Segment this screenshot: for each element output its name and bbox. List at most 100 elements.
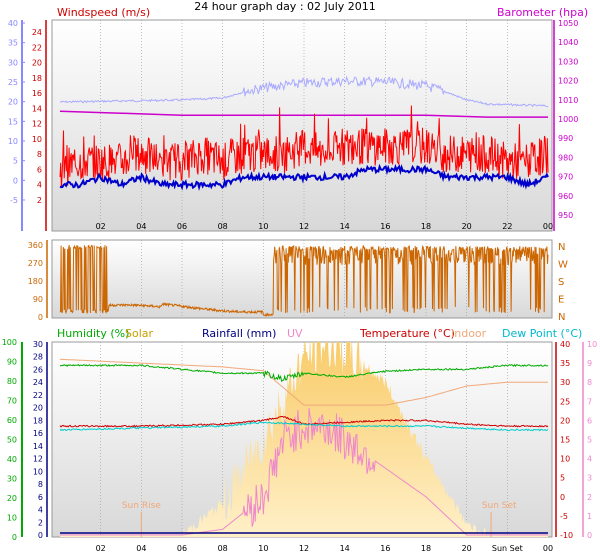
tick-label: 1010 <box>558 96 578 105</box>
tick-label: 24 <box>33 378 43 387</box>
tick-label: 6 <box>587 416 592 425</box>
tick-label: 20 <box>7 494 17 503</box>
tick-label: 30 <box>560 378 570 387</box>
tick-label: 5 <box>587 436 592 445</box>
tick-label: 20 <box>560 416 570 425</box>
x-tick-label: 04 <box>136 544 146 553</box>
x-tick-label: 00 <box>543 222 553 231</box>
tick-label: 4 <box>37 181 42 190</box>
tick-label: 40 <box>560 340 570 349</box>
tick-label: 70 <box>7 397 17 406</box>
tick-label: 6 <box>38 493 43 502</box>
tick-label: 0 <box>38 313 43 322</box>
tick-label: 20 <box>8 98 18 107</box>
tick-label: 20 <box>32 59 42 68</box>
tick-label: 3 <box>587 474 592 483</box>
panel-wind-baro <box>51 19 553 232</box>
left-axis-label: Windspeed (m/s) <box>57 6 150 19</box>
tick-label: 16 <box>33 429 43 438</box>
x-tick-label: 18 <box>421 544 431 553</box>
tick-label: 5 <box>13 157 18 166</box>
series-line-wind-direction <box>59 244 549 317</box>
tick-label: 30 <box>7 475 17 484</box>
tick-label: 12 <box>32 120 42 129</box>
tick-label: 100 <box>2 338 17 347</box>
legend-label: Temperature (°C) <box>359 327 455 340</box>
tick-label: 25 <box>560 397 570 406</box>
tick-label: 980 <box>558 153 573 162</box>
legend-label: Dew Point (°C) <box>502 327 582 340</box>
tick-label: 1 <box>587 512 592 521</box>
x-tick-label: 14 <box>340 544 350 553</box>
tick-label: 14 <box>33 442 43 451</box>
tick-label: 50 <box>7 436 17 445</box>
tick-label: 1030 <box>558 57 578 66</box>
tick-label: 8 <box>587 378 592 387</box>
tick-label: 360 <box>28 241 43 250</box>
tick-label: -5 <box>560 512 568 521</box>
tick-label: 5 <box>560 474 565 483</box>
tick-label: 950 <box>558 211 573 220</box>
tick-label: 6 <box>37 165 42 174</box>
series-line-light <box>59 75 549 108</box>
tick-label: 2 <box>587 493 592 502</box>
series-line-uv <box>60 407 548 536</box>
tick-label: 0 <box>38 531 43 540</box>
x-tick-label: 08 <box>218 544 228 553</box>
tick-label: -10 <box>560 531 573 540</box>
tick-label: N <box>558 242 565 253</box>
tick-label: S <box>558 277 564 288</box>
tick-label: 16 <box>32 89 42 98</box>
tick-label: 7 <box>587 397 592 406</box>
tick-label: 22 <box>33 391 43 400</box>
tick-label: 960 <box>558 192 573 201</box>
x-tick-label: 08 <box>218 222 228 231</box>
x-tick-label: 12 <box>299 544 309 553</box>
tick-label: 30 <box>8 58 18 67</box>
series-line-humidity <box>59 363 549 383</box>
tick-label: 35 <box>8 39 18 48</box>
tick-label: 270 <box>28 259 43 268</box>
tick-label: 18 <box>33 416 43 425</box>
tick-label: 80 <box>7 377 17 386</box>
tick-label: 90 <box>7 358 17 367</box>
tick-label: 40 <box>7 455 17 464</box>
tick-label: 0 <box>12 533 17 542</box>
tick-label: 1020 <box>558 77 578 86</box>
series-line-barometer <box>59 110 548 118</box>
tick-label: 10 <box>7 514 17 523</box>
tick-label: N <box>558 312 565 323</box>
series-area-solar <box>60 342 548 537</box>
tick-label: 0 <box>560 493 565 502</box>
sun-set-label: Sun Set <box>482 501 517 511</box>
x-tick-label: 06 <box>177 222 187 231</box>
series-line-indoor <box>59 358 548 406</box>
series-line-wind-average <box>59 163 549 191</box>
tick-label: W <box>558 260 568 271</box>
tick-label: 10 <box>8 137 18 146</box>
series-line-wind-gust <box>59 105 549 188</box>
series-line-dewpoint <box>59 421 549 432</box>
tick-label: 1050 <box>558 19 578 28</box>
x-tick-label: 00 <box>543 544 553 553</box>
x-tick-label: 02 <box>96 544 106 553</box>
x-tick-label: 20 <box>462 544 472 553</box>
x-tick-label: Sun Set <box>492 544 523 553</box>
x-tick-label: 16 <box>380 222 390 231</box>
tick-label: 90 <box>33 295 43 304</box>
tick-label: 0 <box>13 176 18 185</box>
chart-title: 24 hour graph day : 02 July 2011 <box>194 0 376 13</box>
tick-label: 10 <box>560 455 570 464</box>
legend-label: UV <box>287 327 303 340</box>
tick-label: 990 <box>558 134 573 143</box>
sun-rise-label: Sun Rise <box>122 501 161 511</box>
legend-label: Humidity (%) <box>57 327 129 340</box>
tick-label: 18 <box>32 74 42 83</box>
x-tick-label: 04 <box>136 222 146 231</box>
tick-label: 26 <box>33 365 43 374</box>
tick-label: 8 <box>37 150 42 159</box>
tick-label: 4 <box>38 506 43 515</box>
x-tick-label: 18 <box>421 222 431 231</box>
x-tick-label: 06 <box>177 544 187 553</box>
